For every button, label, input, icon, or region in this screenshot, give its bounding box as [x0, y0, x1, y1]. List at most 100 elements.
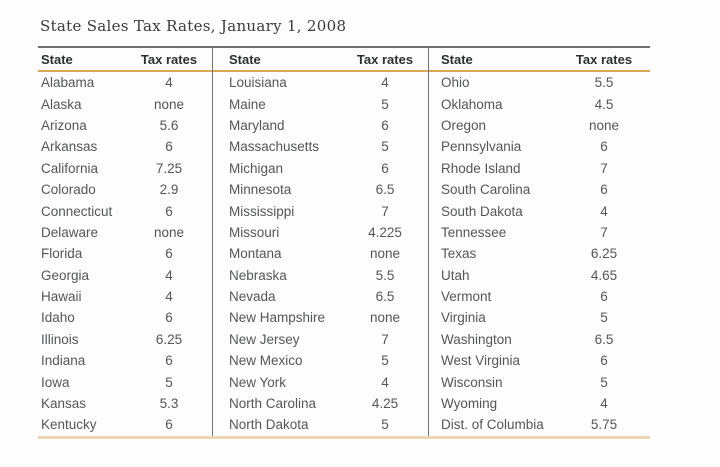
- state-cell: Kentucky: [41, 417, 97, 433]
- state-cell: Oregon: [441, 117, 487, 133]
- state-cell: Hawaii: [41, 289, 82, 305]
- state-cell: Oklahoma: [441, 96, 503, 112]
- rate-cell: 6.5: [375, 289, 395, 305]
- state-cell: South Dakota: [441, 203, 523, 219]
- table-row: Vermont 6: [429, 286, 650, 307]
- state-cell: Maryland: [229, 117, 285, 133]
- table-row: Kansas 5.3: [38, 393, 212, 414]
- state-cell: Iowa: [41, 374, 70, 390]
- tax-rates-column-header: Tax rates: [575, 51, 633, 67]
- state-cell: Pennsylvania: [441, 139, 522, 155]
- state-cell: Georgia: [41, 267, 90, 283]
- rate-cell: 4: [165, 75, 173, 91]
- state-cell: Missouri: [229, 224, 280, 240]
- table-row: Alaska none: [38, 93, 212, 114]
- table-row: New Hampshire none: [213, 307, 428, 328]
- table-row: Indiana 6: [38, 350, 212, 371]
- state-sales-tax-table: State Tax rates Alabama 4 Alaska none Arizona 5…: [38, 46, 650, 439]
- rate-cell: 4.5: [594, 96, 614, 112]
- table-row: Idaho 6: [38, 307, 212, 328]
- state-cell: Mississippi: [229, 203, 295, 219]
- rate-cell: 4: [381, 374, 389, 390]
- table-row: Kentucky 6: [38, 414, 212, 435]
- tax-rates-column-header: Tax rates: [356, 51, 414, 67]
- state-cell: New Jersey: [229, 331, 300, 347]
- state-cell: North Dakota: [229, 417, 309, 433]
- rate-cell: 7: [381, 203, 389, 219]
- table-row: Louisiana 4: [213, 72, 428, 93]
- table-row: Maryland 6: [213, 115, 428, 136]
- table-row: Michigan 6: [213, 158, 428, 179]
- table-row: South Carolina 6: [429, 179, 650, 200]
- rate-cell: 5: [381, 96, 389, 112]
- state-cell: Maine: [229, 96, 266, 112]
- table-row: Maine 5: [213, 93, 428, 114]
- table-row: Connecticut 6: [38, 200, 212, 221]
- rate-cell: 6: [165, 310, 173, 326]
- rate-cell: 7: [600, 160, 608, 176]
- rate-cell: 5.5: [375, 267, 395, 283]
- table-row: Alabama 4: [38, 72, 212, 93]
- rate-cell: 6: [381, 117, 389, 133]
- state-cell: West Virginia: [441, 353, 521, 369]
- rate-cell: 7: [600, 224, 608, 240]
- state-cell: Colorado: [41, 182, 96, 198]
- state-cell: Idaho: [41, 310, 75, 326]
- table-row: Utah 4.65: [429, 265, 650, 286]
- table-row: Dist. of Columbia 5.75: [429, 414, 650, 435]
- state-cell: Louisiana: [229, 75, 287, 91]
- state-cell: Alabama: [41, 75, 95, 91]
- table-row: Arkansas 6: [38, 136, 212, 157]
- table-row: North Dakota 5: [213, 414, 428, 435]
- table-row: California 7.25: [38, 158, 212, 179]
- rate-cell: 5.6: [159, 117, 179, 133]
- rate-cell: 7: [381, 331, 389, 347]
- rate-cell: 4: [165, 289, 173, 305]
- state-cell: South Carolina: [441, 182, 531, 198]
- rate-cell: 5.5: [594, 75, 614, 91]
- rate-cell: 4: [600, 203, 608, 219]
- state-cell: Indiana: [41, 353, 86, 369]
- table-row: Hawaii 4: [38, 286, 212, 307]
- table-row: Illinois 6.25: [38, 329, 212, 350]
- table-row: Iowa 5: [38, 371, 212, 392]
- rate-cell: 5: [600, 310, 608, 326]
- state-cell: Wisconsin: [441, 374, 503, 390]
- table-row: Delaware none: [38, 222, 212, 243]
- table-row: New Jersey 7: [213, 329, 428, 350]
- rate-cell: 6.5: [375, 182, 395, 198]
- rate-cell: 6: [381, 160, 389, 176]
- state-cell: New York: [229, 374, 287, 390]
- table-row: Minnesota 6.5: [213, 179, 428, 200]
- rate-cell: 6: [165, 353, 173, 369]
- table-row: Texas 6.25: [429, 243, 650, 264]
- table-row: Missouri 4.225: [213, 222, 428, 243]
- state-cell: Montana: [229, 246, 282, 262]
- table-header-row: State Tax rates: [429, 48, 650, 72]
- rate-cell: none: [369, 246, 401, 262]
- table-column-group-3: State Tax rates Ohio 5.5 Oklahoma 4.5 Oregon no…: [428, 48, 650, 436]
- rate-cell: 4.225: [368, 224, 402, 240]
- table-row: Washington 6.5: [429, 329, 650, 350]
- table-row: Florida 6: [38, 243, 212, 264]
- table-row: Wyoming 4: [429, 393, 650, 414]
- rate-cell: 5: [600, 374, 608, 390]
- table-row: Tennessee 7: [429, 222, 650, 243]
- table-row: West Virginia 6: [429, 350, 650, 371]
- rate-cell: 6: [165, 246, 173, 262]
- table-row: South Dakota 4: [429, 200, 650, 221]
- rate-cell: 5.75: [590, 417, 618, 433]
- rate-cell: 4: [165, 267, 173, 283]
- table-row: Colorado 2.9: [38, 179, 212, 200]
- rate-cell: 4: [381, 75, 389, 91]
- rate-cell: none: [153, 224, 185, 240]
- table-row: Rhode Island 7: [429, 158, 650, 179]
- rate-cell: 5: [381, 139, 389, 155]
- state-cell: Rhode Island: [441, 160, 521, 176]
- state-cell: California: [41, 160, 99, 176]
- table-row: Virginia 5: [429, 307, 650, 328]
- table-column-group-2: State Tax rates Louisiana 4 Maine 5 Maryland 6 M…: [212, 48, 428, 436]
- state-cell: Alaska: [41, 96, 82, 112]
- table-row: Arizona 5.6: [38, 115, 212, 136]
- state-cell: Dist. of Columbia: [441, 417, 544, 433]
